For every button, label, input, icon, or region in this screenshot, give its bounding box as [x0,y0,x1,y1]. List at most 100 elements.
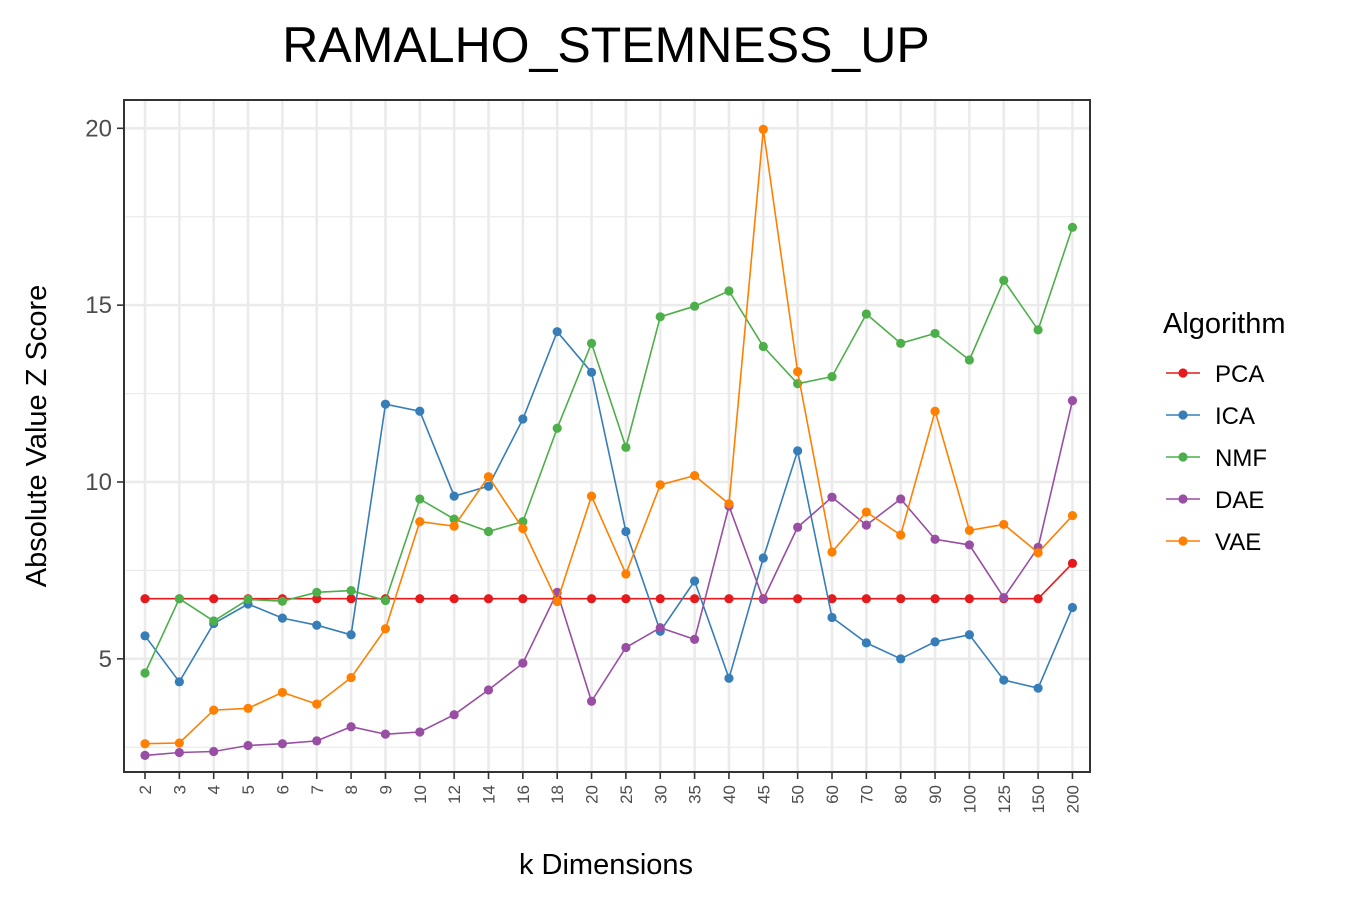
data-point-nmf [1033,325,1043,335]
data-point-nmf [209,616,219,626]
data-point-nmf [552,423,562,433]
data-point-ica [621,526,631,537]
data-point-pca [415,594,425,604]
data-point-dae [243,740,253,751]
x-tick-label: 18 [548,785,567,804]
data-point-dae [621,642,631,653]
data-point-dae [449,710,459,720]
x-tick-label: 150 [1029,785,1048,813]
x-tick-label: 70 [857,785,876,804]
data-point-nmf [483,526,494,537]
data-point-ica [174,677,184,687]
data-point-ica [586,367,597,377]
legend-key-point-nmf [1178,452,1188,462]
series-line-pca [145,562,1074,600]
x-tick-label: 16 [514,785,533,804]
data-point-pca [312,594,322,604]
data-point-nmf [449,514,459,524]
data-point-ica [793,446,803,456]
data-point-dae [312,736,322,746]
data-point-ica [277,613,287,623]
legend-key-point-ica [1178,410,1188,420]
data-point-ica [1067,602,1078,613]
data-point-vae [1067,510,1078,521]
data-point-dae [758,594,768,605]
data-point-nmf [758,341,768,352]
data-point-pca [1033,594,1043,604]
data-point-ica [758,553,768,563]
x-tick-label: 10 [411,785,430,804]
data-point-vae [552,596,562,607]
data-point-vae [312,699,322,709]
data-point-ica [140,631,150,641]
x-tick-label: 90 [926,785,945,804]
data-point-pca [518,594,528,604]
data-point-dae [690,634,700,644]
data-point-vae [174,738,184,748]
data-point-pca [140,594,150,604]
x-tick-label: 20 [583,785,602,804]
series-line-ica [144,330,1074,690]
data-point-vae [690,471,700,481]
x-tick-label: 9 [376,785,395,794]
x-tick-label: 45 [754,785,773,804]
data-point-ica [896,654,906,664]
data-point-vae [346,672,356,683]
data-point-nmf [586,338,597,348]
x-tick-label: 100 [960,785,979,813]
data-point-pca [861,594,871,604]
data-point-nmf [964,355,975,365]
data-point-dae [209,746,219,757]
data-point-ica [552,327,562,337]
data-point-nmf [243,594,253,605]
data-point-nmf [827,371,837,382]
data-point-dae [140,750,150,760]
data-point-nmf [930,328,940,339]
data-point-nmf [690,301,700,311]
series-line-dae [144,400,1074,757]
data-point-nmf [621,442,631,452]
series-line-nmf [144,227,1074,674]
x-tick-label: 200 [1063,785,1082,813]
data-point-vae [243,703,253,713]
chart-title: RAMALHO_STEMNESS_UP [282,17,929,73]
data-point-pca [346,594,356,604]
data-point-nmf [896,338,906,348]
x-tick-label: 12 [445,785,464,804]
data-point-dae [827,492,837,502]
x-tick-label: 50 [789,785,808,804]
data-point-vae [518,524,528,534]
y-tick-label: 20 [85,115,112,142]
data-point-ica [380,399,391,409]
x-tick-label: 8 [342,785,361,794]
data-point-pca [483,594,494,604]
data-point-pca [586,594,597,604]
data-point-pca [896,594,906,604]
data-point-ica [861,638,871,648]
data-point-dae [277,739,287,749]
legend-label-vae: VAE [1215,529,1261,556]
legend-key-point-dae [1178,494,1188,504]
data-point-vae [277,687,287,698]
x-tick-label: 6 [273,785,292,794]
data-point-vae [930,406,940,416]
data-point-nmf [312,587,322,597]
plot-background [124,100,1090,772]
data-point-ica [930,637,940,647]
data-point-dae [655,623,665,633]
data-point-pca [964,594,975,604]
x-tick-label: 80 [892,785,911,804]
data-point-nmf [140,668,150,678]
data-point-vae [380,624,391,634]
data-point-dae [930,534,940,544]
data-point-pca [827,594,837,604]
data-point-nmf [999,275,1009,285]
x-tick-label: 40 [720,785,739,804]
data-point-vae [758,124,768,134]
data-point-pca [793,594,803,604]
legend-label-pca: PCA [1215,361,1264,388]
data-point-dae [964,540,975,550]
data-point-pca [1067,558,1078,568]
data-point-vae [793,367,803,377]
